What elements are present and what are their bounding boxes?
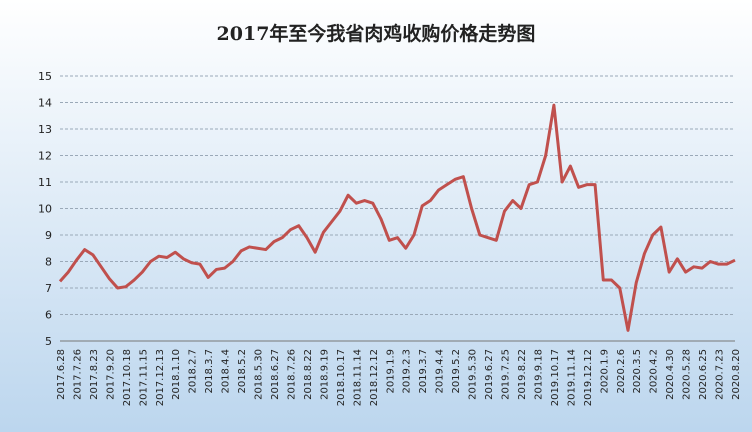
y-tick-label: 8 — [45, 256, 52, 269]
x-tick-label: 2020.3.5 — [632, 349, 643, 394]
x-tick-label: 2018.12.12 — [369, 349, 380, 406]
x-tick-label: 2017.12.13 — [155, 349, 166, 406]
x-tick-label: 2019.3.7 — [418, 349, 429, 394]
x-tick-label: 2018.11.14 — [352, 349, 363, 406]
x-tick-label: 2017.6.28 — [56, 349, 67, 400]
y-tick-label: 11 — [38, 176, 52, 189]
y-tick-label: 9 — [45, 229, 52, 242]
x-tick-label: 2018.8.22 — [303, 349, 314, 400]
x-tick-label: 2019.11.14 — [566, 349, 577, 406]
x-tick-label: 2020.1.9 — [599, 349, 610, 394]
x-tick-label: 2020.6.25 — [698, 349, 709, 400]
x-tick-label: 2018.4.4 — [221, 349, 232, 394]
x-tick-label: 2017.9.20 — [105, 349, 116, 400]
x-tick-label: 2018.6.27 — [270, 349, 281, 400]
x-tick-label: 2018.7.26 — [286, 349, 297, 400]
x-tick-label: 2019.6.27 — [484, 349, 495, 400]
x-tick-label: 2020.2.6 — [616, 349, 627, 394]
x-tick-label: 2018.1.10 — [171, 349, 182, 400]
x-tick-label: 2019.5.2 — [451, 349, 462, 394]
x-tick-label: 2019.12.12 — [583, 349, 594, 406]
x-tick-label: 2020.5.28 — [682, 349, 693, 400]
x-tick-label: 2017.8.23 — [89, 349, 100, 400]
x-tick-label: 2019.7.25 — [501, 349, 512, 400]
x-tick-label: 2019.10.17 — [550, 349, 561, 406]
x-tick-label: 2019.1.9 — [385, 349, 396, 394]
y-tick-label: 6 — [45, 309, 52, 322]
x-tick-label: 2019.8.22 — [517, 349, 528, 400]
y-tick-label: 14 — [38, 97, 52, 110]
x-tick-label: 2019.9.18 — [533, 349, 544, 400]
x-tick-label: 2017.10.18 — [122, 349, 133, 406]
x-tick-label: 2020.4.30 — [665, 349, 676, 400]
x-tick-label: 2017.11.15 — [138, 349, 149, 406]
y-tick-label: 7 — [45, 282, 52, 295]
x-tick-label: 2019.5.30 — [468, 349, 479, 400]
x-tick-label: 2018.3.7 — [204, 349, 215, 394]
x-tick-label: 2017.7.26 — [72, 349, 83, 400]
y-tick-label: 12 — [38, 150, 52, 163]
x-tick-label: 2019.2.3 — [402, 349, 413, 394]
chart-title: 2017年至今我省肉鸡收购价格走势图 — [217, 22, 536, 45]
x-tick-label: 2018.5.2 — [237, 349, 248, 394]
x-tick-label: 2018.9.19 — [319, 349, 330, 400]
x-tick-label: 2018.5.30 — [254, 349, 265, 400]
x-tick-label: 2020.8.20 — [731, 349, 742, 400]
x-tick-label: 2020.4.2 — [649, 349, 660, 394]
x-tick-label: 2018.2.7 — [188, 349, 199, 394]
y-tick-label: 10 — [38, 203, 52, 216]
x-tick-label: 2020.7.23 — [715, 349, 726, 400]
series-line — [58, 103, 736, 332]
x-tick-label: 2018.10.17 — [336, 349, 347, 406]
y-tick-label: 13 — [38, 123, 52, 136]
y-tick-label: 15 — [38, 70, 52, 83]
y-tick-label: 5 — [45, 335, 52, 348]
x-tick-label: 2019.4.4 — [435, 349, 446, 394]
